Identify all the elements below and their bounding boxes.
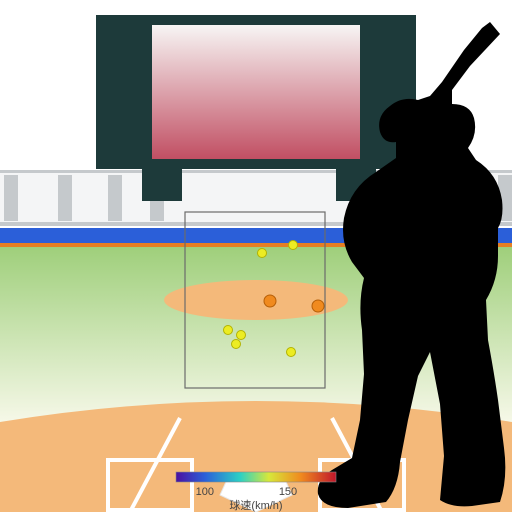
pitch-marker <box>287 348 296 357</box>
pitch-marker <box>264 295 276 307</box>
stands-pillar <box>108 175 122 221</box>
pitch-marker <box>224 326 233 335</box>
pitch-location-chart: 100 150球速(km/h) <box>0 0 512 512</box>
pitch-marker <box>258 249 267 258</box>
pitch-marker <box>232 340 241 349</box>
scoreboard-support <box>142 169 182 201</box>
velocity-legend-bar <box>176 472 336 482</box>
stands-pillar <box>4 175 18 221</box>
velocity-legend-tick: 100 <box>196 486 214 498</box>
pitch-marker <box>312 300 324 312</box>
scoreboard-screen <box>152 25 360 159</box>
pitch-marker <box>237 331 246 340</box>
velocity-legend-label: 球速(km/h) <box>229 498 282 512</box>
stands-pillar <box>58 175 72 221</box>
pitch-marker <box>289 241 298 250</box>
velocity-legend-tick: 150 <box>279 486 297 498</box>
